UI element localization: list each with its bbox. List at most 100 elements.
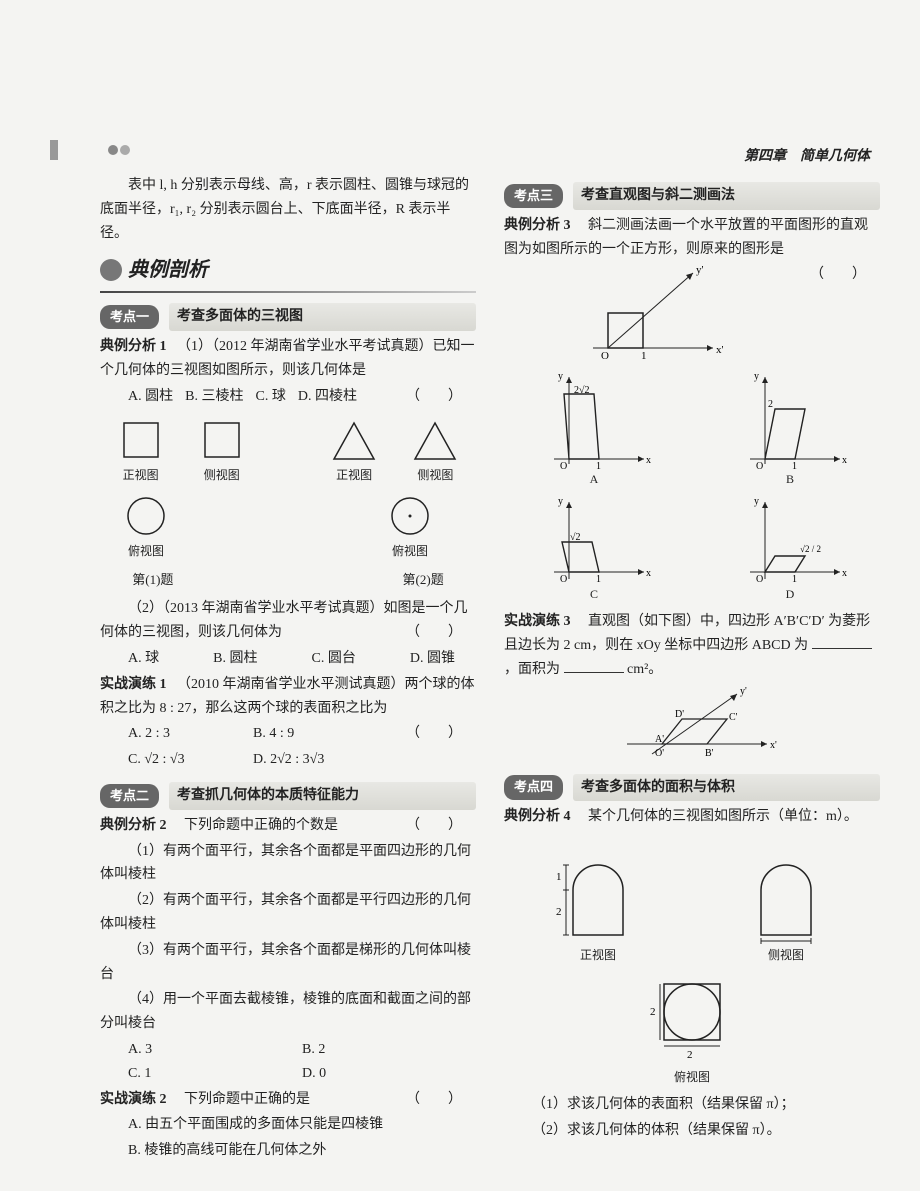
fig2-top: 俯视图 — [385, 491, 435, 561]
fig2-side-label: 侧视图 — [410, 465, 460, 485]
svg-text:x: x — [646, 455, 651, 466]
ex4-text: 某个几何体的三视图如图所示（单位：m）。 — [588, 809, 858, 824]
p1-label: 实战演练 1 — [100, 677, 167, 692]
blank-1[interactable] — [812, 635, 872, 649]
svg-text:x: x — [842, 455, 847, 466]
svg-text:2: 2 — [650, 1006, 656, 1018]
svg-text:x': x' — [770, 740, 777, 751]
p3-fig: x'y' O' A'B' C'D' — [504, 684, 880, 764]
topic-2: 考点二 考查抓几何体的本质特征能力 — [100, 782, 476, 810]
ex2-s3: （3）有两个面平行，其余各个面都是梯形的几何体叫棱台 — [100, 939, 476, 987]
ex3-opt-D: xy O1 √2 / 2 D — [730, 494, 850, 604]
svg-text:A': A' — [655, 734, 664, 745]
ex1-label: 典例分析 1 — [100, 339, 167, 354]
letter-B: B — [730, 469, 850, 489]
svg-text:y: y — [754, 496, 759, 507]
svg-text:O: O — [756, 461, 763, 469]
p3-unit: cm²。 — [627, 662, 662, 677]
topic-4-badge: 考点四 — [504, 775, 563, 799]
svg-text:y': y' — [740, 686, 747, 697]
svg-text:y: y — [558, 496, 563, 507]
topic-3-badge: 考点三 — [504, 184, 563, 208]
ex2: 典例分析 2 下列命题中正确的个数是 （ ） — [100, 814, 476, 838]
fig1-top: 俯视图 — [121, 491, 171, 561]
ex4-front-label: 正视图 — [548, 945, 648, 965]
fig2-side: 侧视图 — [410, 415, 460, 485]
ex3-opt-C: xy O1 √2 C — [534, 494, 654, 604]
svg-text:√2: √2 — [570, 532, 581, 543]
fig2-front-label: 正视图 — [329, 465, 379, 485]
svg-text:C': C' — [729, 712, 738, 723]
section-underline — [100, 291, 476, 293]
p1-opt-d: D. 2√2 : 3√3 — [253, 748, 378, 772]
svg-text:1: 1 — [792, 461, 797, 469]
ex3-option-figs: xy O1 2√2 A xy O1 2 B — [504, 369, 880, 604]
fig1-top-label: 俯视图 — [121, 541, 171, 561]
section-heading: 典例剖析 — [100, 253, 476, 287]
svg-text:D': D' — [675, 709, 684, 720]
topic-2-title: 考查抓几何体的本质特征能力 — [169, 782, 476, 810]
blank-2[interactable] — [564, 659, 624, 673]
p3: 实战演练 3 直观图（如下图）中，四边形 A′B′C′D′ 为菱形且边长为 2 … — [504, 610, 880, 681]
svg-text:2: 2 — [556, 906, 562, 918]
ex1-q2: （2）（2013 年湖南省学业水平考试真题）如图是一个几何体的三视图，则该几何体… — [100, 597, 476, 645]
ex4: 典例分析 4 某个几何体的三视图如图所示（单位：m）。 — [504, 805, 880, 829]
topic-2-badge: 考点二 — [100, 784, 159, 808]
ex4-top-label: 俯视图 — [642, 1067, 742, 1087]
ex4-figs-row2: 2 2 俯视图 — [504, 972, 880, 1087]
svg-text:1: 1 — [596, 574, 601, 584]
svg-text:x: x — [646, 568, 651, 579]
svg-text:O': O' — [655, 748, 664, 759]
fig1-side-label: 侧视图 — [197, 465, 247, 485]
cap2: 第(2)题 — [403, 569, 444, 591]
p1-opt-b: B. 4 : 9 — [253, 722, 378, 746]
p2-oA: A. 由五个平面围成的多面体只能是四棱锥 — [100, 1113, 476, 1137]
ex2-options: A. 3 B. 2 C. 1 D. 0 — [100, 1038, 476, 1086]
ex1-2-opt-c: C. 圆台 — [312, 647, 356, 671]
ex4-q1: （1）求该几何体的表面积（结果保留 π）； — [504, 1093, 880, 1117]
ex1-2-opt-b: B. 圆柱 — [213, 647, 257, 671]
p1-opt-c: C. √2 : √3 — [128, 748, 253, 772]
svg-text:y': y' — [696, 264, 704, 276]
ex1-2-opt-a: A. 球 — [128, 647, 159, 671]
p2-head: 下列命题中正确的是 — [184, 1092, 310, 1107]
fig1-front-label: 正视图 — [116, 465, 166, 485]
fig1-side: 侧视图 — [197, 415, 247, 485]
p1-opt-a: A. 2 : 3 — [128, 722, 253, 746]
p2-oB: B. 棱锥的高线可能在几何体之外 — [100, 1139, 476, 1163]
ex2-s2: （2）有两个面平行，其余各个面都是平行四边形的几何体叫棱柱 — [100, 889, 476, 937]
ex2-s4: （4）用一个平面去截棱锥，棱锥的底面和截面之间的部分叫棱台 — [100, 988, 476, 1036]
topic-3: 考点三 考查直观图与斜二测画法 — [504, 182, 880, 210]
svg-text:O: O — [756, 574, 763, 584]
chapter-title: 第四章 简单几何体 — [744, 145, 870, 169]
intro-text: 表中 l, h 分别表示母线、高，r 表示圆柱、圆锥与球冠的底面半径，r₁, r… — [100, 174, 476, 245]
svg-text:x': x' — [716, 344, 723, 356]
ex4-figs-row1: 2 1 正视图 2 侧视图 — [504, 835, 880, 965]
svg-text:y: y — [754, 371, 759, 382]
ex4-top: 2 2 俯视图 — [642, 972, 742, 1087]
svg-text:2: 2 — [687, 1049, 693, 1061]
ex4-side-label: 侧视图 — [736, 945, 836, 965]
topic-1-title: 考查多面体的三视图 — [169, 303, 476, 331]
letter-D: D — [730, 584, 850, 604]
svg-text:x: x — [842, 568, 847, 579]
svg-text:O: O — [560, 461, 567, 469]
left-column: 表中 l, h 分别表示母线、高，r 表示圆柱、圆锥与球冠的底面半径，r₁, r… — [100, 172, 476, 1165]
svg-text:2√2: 2√2 — [574, 385, 590, 396]
ex2-head: 下列命题中正确的个数是 — [184, 818, 338, 833]
ex1-opt-a: A. 圆柱 — [128, 385, 173, 409]
topic-1: 考点一 考查多面体的三视图 — [100, 303, 476, 331]
svg-text:2: 2 — [768, 399, 773, 410]
ex1-opt-b: B. 三棱柱 — [185, 385, 243, 409]
ex2-label: 典例分析 2 — [100, 818, 167, 833]
ex2-opt-d: D. 0 — [302, 1062, 476, 1086]
ex3-opt-B: x y O 1 2 B — [730, 369, 850, 489]
p3-label: 实战演练 3 — [504, 614, 571, 629]
ex4-side: 2 侧视图 — [736, 835, 836, 965]
ex1: 典例分析 1 （1）（2012 年湖南省学业水平考试真题）已知一个几何体的三视图… — [100, 335, 476, 383]
ex1-opt-c: C. 球 — [256, 385, 286, 409]
p1: 实战演练 1 （2010 年湖南省学业水平测试真题）两个球的体积之比为 8 : … — [100, 673, 476, 721]
ex3: 典例分析 3 斜二测画法画一个水平放置的平面图形的直观图为如图所示的一个正方形，… — [504, 214, 880, 262]
svg-text:1: 1 — [596, 461, 601, 469]
fig2-front: 正视图 — [329, 415, 379, 485]
